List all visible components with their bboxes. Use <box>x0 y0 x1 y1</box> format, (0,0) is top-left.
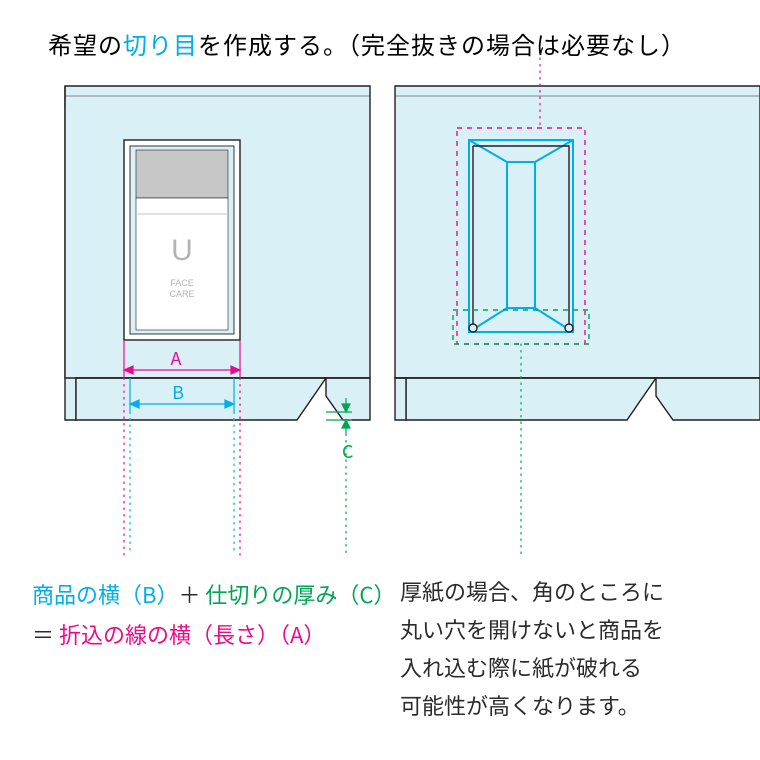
note-l3: 入れ込む際に紙が破れる <box>400 648 730 686</box>
formula-b: 商品の横（B） <box>32 578 178 610</box>
note-l2: 丸い穴を開けないと商品を <box>400 610 730 648</box>
formula: 商品の横（B）＋ 仕切りの厚み（C） ＝ 折込の線の横（長さ）（A） <box>32 574 395 654</box>
right-panel <box>395 58 760 555</box>
title-t3: を作成する。 <box>198 26 348 61</box>
note-l1: 厚紙の場合、角のところに <box>400 572 730 610</box>
formula-eq: ＝ <box>32 618 59 650</box>
title-t2: 切り目 <box>123 26 198 61</box>
title: 希望の切り目を作成する。（完全抜きの場合は必要なし） <box>48 26 686 61</box>
note-l4: 可能性が高くなります。 <box>400 686 730 724</box>
formula-a: 折込の線の横（長さ）（A） <box>59 618 325 650</box>
left-panel: U FACE CARE A B <box>65 86 370 555</box>
product-care: CARE <box>169 289 194 299</box>
note: 厚紙の場合、角のところに 丸い穴を開けないと商品を 入れ込む際に紙が破れる 可能… <box>400 572 730 724</box>
formula-plus: ＋ <box>178 578 205 610</box>
formula-c: 仕切りの厚み（C） <box>205 578 395 610</box>
title-t4: （完全抜きの場合は必要なし） <box>348 26 686 61</box>
dim-b-label: B <box>172 379 184 405</box>
product-face: FACE <box>170 278 194 288</box>
title-t1: 希望の <box>48 26 123 61</box>
product-u: U <box>171 234 193 267</box>
dim-a-label: A <box>171 345 182 371</box>
dim-c-label: C <box>342 438 353 464</box>
